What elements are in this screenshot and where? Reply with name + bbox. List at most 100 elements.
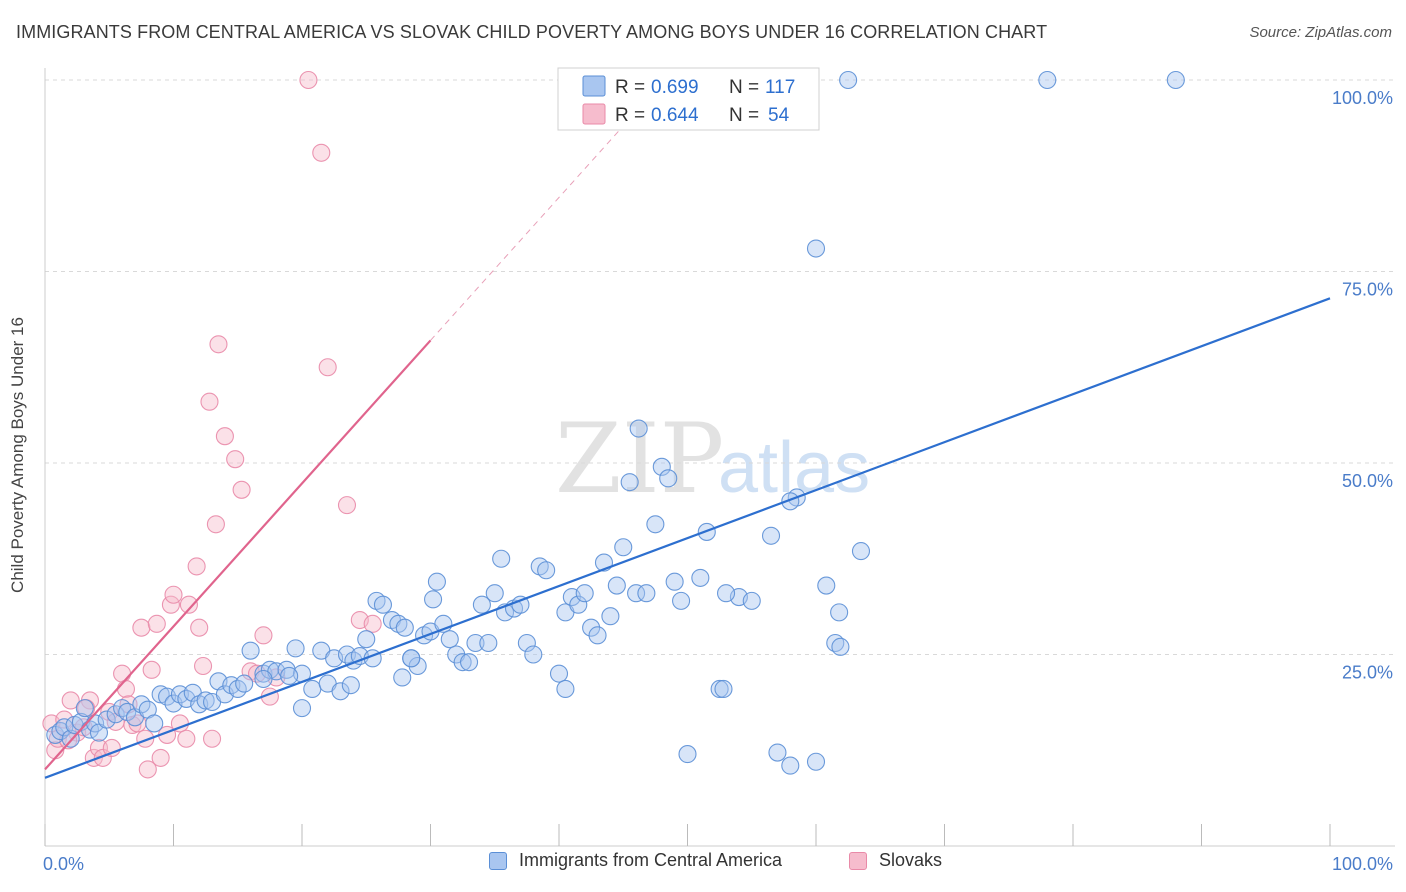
data-point — [806, 239, 826, 258]
central-america-points — [46, 70, 1185, 775]
data-point — [280, 666, 299, 685]
data-point — [466, 633, 485, 653]
data-point — [254, 669, 273, 689]
data-point — [132, 618, 151, 637]
data-point — [492, 549, 511, 568]
data-point — [453, 653, 472, 672]
data-point — [203, 729, 222, 748]
legend-swatch-blue — [489, 851, 507, 870]
chart-title: IMMIGRANTS FROM CENTRAL AMERICA VS SLOVA… — [16, 22, 1048, 42]
stats-n-label: N = — [729, 105, 759, 126]
data-point — [659, 469, 678, 488]
watermark: ZIP atlas — [555, 403, 870, 515]
trend-line — [44, 297, 1331, 779]
data-point — [206, 515, 225, 534]
data-point — [200, 392, 219, 411]
data-point — [742, 591, 761, 610]
legend-label: Immigrants from Central America — [519, 850, 783, 870]
data-point — [303, 679, 322, 699]
data-point — [147, 614, 166, 633]
data-point — [424, 590, 443, 609]
y-tick-labels: 100.0% 75.0% 50.0% 25.0% — [1332, 88, 1393, 683]
data-point — [678, 745, 697, 764]
watermark-atlas: atlas — [718, 428, 870, 508]
data-point — [232, 480, 251, 499]
data-point — [817, 576, 836, 595]
data-point — [408, 656, 427, 676]
data-point — [254, 626, 273, 645]
trend-line — [44, 339, 432, 771]
data-point — [331, 682, 350, 701]
data-point — [806, 752, 826, 771]
stats-n-value: 54 — [768, 105, 790, 126]
data-point — [582, 618, 601, 637]
legend-item-central-america[interactable]: Immigrants from Central America — [489, 850, 782, 871]
data-point — [652, 457, 671, 476]
data-point — [665, 572, 684, 591]
data-point — [312, 143, 331, 162]
legend-swatch-pink — [849, 851, 867, 870]
data-point — [89, 738, 109, 758]
data-point — [479, 633, 498, 653]
data-point — [209, 335, 228, 354]
data-point — [299, 70, 318, 90]
data-point — [517, 633, 536, 653]
data-point — [629, 419, 648, 438]
data-point — [637, 584, 656, 603]
data-point — [393, 668, 412, 687]
stats-legend: R = 0.699 N = 117 R = 0.644 N = 54 — [557, 67, 820, 131]
stats-n-value: 117 — [765, 77, 795, 98]
data-point — [292, 699, 312, 718]
data-point — [459, 653, 479, 672]
data-point — [187, 557, 206, 576]
data-point — [427, 572, 446, 591]
data-point — [164, 585, 183, 604]
data-point — [549, 664, 569, 683]
data-point — [691, 568, 710, 587]
x-tick-label: 0.0% — [43, 854, 84, 874]
trend-line-extension — [430, 125, 624, 341]
data-point — [831, 637, 850, 656]
data-point — [716, 584, 736, 603]
data-point — [569, 595, 588, 614]
data-point — [194, 656, 213, 676]
data-point — [241, 641, 260, 660]
data-point — [614, 538, 633, 557]
series-legend: Immigrants from Central America Slovaks — [0, 850, 1406, 878]
data-point — [318, 358, 337, 377]
data-point — [575, 584, 594, 603]
data-point — [177, 729, 196, 748]
data-point — [402, 649, 421, 668]
data-point — [781, 756, 800, 775]
data-point — [761, 526, 781, 545]
data-point — [226, 450, 245, 469]
trend-lines — [44, 125, 1331, 779]
stats-r-value: 0.699 — [651, 77, 699, 98]
data-point — [341, 676, 360, 695]
data-point — [75, 699, 94, 718]
data-point — [363, 614, 382, 633]
stats-legend-swatch-blue — [582, 75, 606, 97]
data-point — [61, 691, 80, 710]
source-credit: Source: ZipAtlas.com — [1249, 24, 1392, 41]
axes — [44, 68, 1395, 847]
stats-r-value: 0.644 — [651, 105, 699, 126]
stats-n-label: N = — [729, 77, 759, 98]
x-tick-labels: 0.0% 100.0% — [43, 854, 1393, 874]
data-point — [601, 607, 620, 626]
data-point — [145, 714, 164, 733]
data-point — [472, 595, 491, 614]
data-point — [215, 427, 234, 446]
data-point — [179, 595, 198, 614]
data-point — [138, 760, 157, 779]
y-tick-label: 100.0% — [1332, 88, 1393, 108]
data-point — [1166, 70, 1185, 90]
data-point — [286, 639, 305, 658]
data-point — [113, 664, 132, 683]
data-point — [485, 584, 504, 603]
data-point — [373, 595, 393, 614]
data-point — [839, 70, 858, 90]
data-point — [440, 630, 459, 649]
legend-item-slovaks[interactable]: Slovaks — [849, 850, 942, 871]
